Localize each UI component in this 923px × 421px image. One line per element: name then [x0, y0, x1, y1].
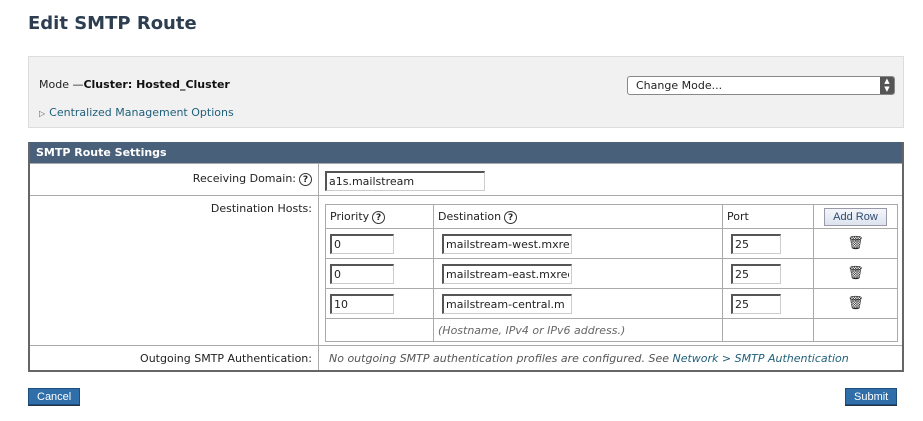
priority-cell: [325, 288, 434, 319]
submit-button[interactable]: Submit: [845, 388, 898, 405]
value-cell: [318, 164, 485, 195]
page-title: Edit SMTP Route: [28, 13, 197, 34]
empty-cell: [813, 318, 898, 342]
port-header: Port: [722, 204, 814, 229]
centralized-management-toggle[interactable]: ▷ Centralized Management Options: [39, 106, 234, 119]
table-row: 🗑: [325, 258, 898, 289]
help-icon[interactable]: ?: [504, 210, 518, 224]
receiving-domain-input[interactable]: [325, 171, 485, 191]
priority-header: Priority?: [325, 204, 434, 229]
label-text: Receiving Domain:: [192, 172, 296, 185]
port-input[interactable]: [731, 233, 781, 254]
settings-header: SMTP Route Settings: [30, 142, 902, 163]
add-row-button[interactable]: Add Row: [824, 207, 887, 226]
port-input[interactable]: [731, 263, 781, 284]
mode-info: Mode —Cluster: Hosted_Cluster: [39, 78, 230, 91]
port-input[interactable]: [731, 293, 781, 314]
destination-cell: [433, 228, 723, 259]
destination-cell: [433, 258, 723, 289]
destination-hosts-row: Destination Hosts: Priority? Destination…: [30, 195, 902, 345]
outgoing-auth-text: No outgoing SMTP authentication profiles…: [329, 352, 669, 365]
priority-cell: [325, 228, 434, 259]
priority-input[interactable]: [330, 293, 394, 314]
outgoing-auth-label: Outgoing SMTP Authentication:: [140, 352, 312, 365]
centralized-label: Centralized Management Options: [49, 106, 234, 119]
destination-hosts-label: Destination Hosts:: [210, 202, 312, 215]
port-cell: [722, 288, 814, 319]
table-header-row: Priority? Destination? Port Add Row: [325, 204, 898, 229]
destination-hosts-table: Priority? Destination? Port Add Row 🗑 🗑: [325, 204, 898, 342]
destination-input[interactable]: [442, 293, 572, 314]
hint-row: (Hostname, IPv4 or IPv6 address.): [325, 318, 898, 342]
value-cell: [318, 196, 319, 345]
table-row: 🗑: [325, 288, 898, 319]
mode-label: Mode —: [39, 78, 84, 91]
value-cell: No outgoing SMTP authentication profiles…: [318, 346, 849, 370]
header-text: Priority: [330, 209, 370, 223]
header-text: Destination: [438, 209, 502, 223]
mode-value: Cluster: Hosted_Cluster: [83, 78, 230, 91]
priority-cell: [325, 258, 434, 289]
priority-input[interactable]: [330, 263, 394, 284]
trash-icon[interactable]: 🗑: [813, 258, 898, 289]
empty-cell: [325, 318, 434, 342]
cancel-button[interactable]: Cancel: [28, 388, 81, 405]
help-icon[interactable]: ?: [372, 210, 386, 224]
port-cell: [722, 258, 814, 289]
trash-icon[interactable]: 🗑: [813, 288, 898, 319]
empty-cell: [722, 318, 814, 342]
table-row: 🗑: [325, 228, 898, 259]
priority-input[interactable]: [330, 233, 394, 254]
mode-panel: Mode —Cluster: Hosted_Cluster ▷ Centraliz…: [28, 56, 904, 128]
destination-input[interactable]: [442, 233, 572, 254]
add-row-cell: Add Row: [813, 204, 898, 229]
port-cell: [722, 228, 814, 259]
triangle-right-icon: ▷: [39, 109, 46, 118]
destination-input[interactable]: [442, 263, 572, 284]
change-mode-select[interactable]: Change Mode... ▲ ▼: [627, 76, 895, 95]
trash-icon[interactable]: 🗑: [813, 228, 898, 259]
outgoing-auth-row: Outgoing SMTP Authentication: No outgoin…: [30, 345, 902, 370]
smtp-route-settings: SMTP Route Settings Receiving Domain:? D…: [28, 142, 904, 372]
receiving-domain-row: Receiving Domain:?: [30, 163, 902, 195]
select-arrows-icon: ▲ ▼: [880, 77, 894, 94]
destination-cell: [433, 288, 723, 319]
change-mode-value: Change Mode...: [636, 79, 723, 92]
destination-header: Destination?: [433, 204, 723, 229]
smtp-authentication-link[interactable]: Network > SMTP Authentication: [672, 352, 849, 365]
destination-hint: (Hostname, IPv4 or IPv6 address.): [433, 318, 723, 342]
help-icon[interactable]: ?: [299, 173, 312, 186]
receiving-domain-label: Receiving Domain:?: [30, 172, 318, 186]
